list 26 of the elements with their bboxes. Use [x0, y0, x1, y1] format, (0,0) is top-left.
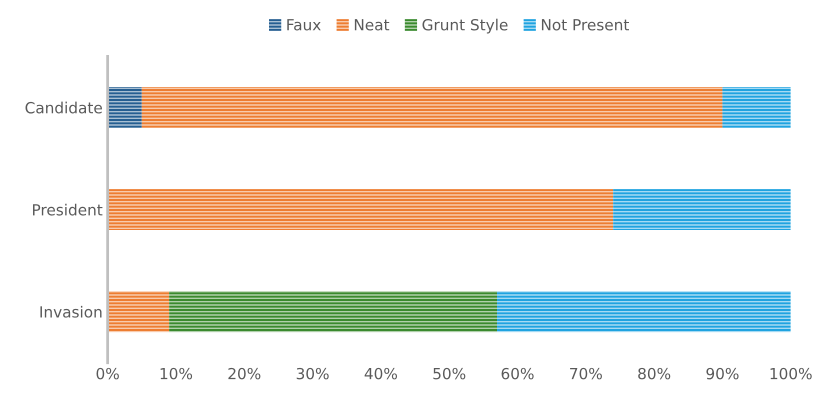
x-tick-label: 70% [570, 368, 602, 380]
x-tick-label: 60% [502, 368, 534, 380]
x-tick-label: 40% [364, 368, 398, 380]
x-tick-label: 50% [433, 368, 466, 380]
x-tick-label: 90% [706, 368, 739, 380]
bar [497, 291, 791, 332]
x-tick-label: 20% [228, 368, 260, 380]
legend-label: Grunt Style [422, 18, 508, 34]
bar [108, 87, 142, 128]
x-tick-label: 10% [160, 368, 192, 380]
y-tick-label: Candidate [26, 102, 102, 114]
legend-label: Not Present [542, 19, 630, 31]
x-tick-label: 30% [296, 368, 329, 380]
bar [722, 87, 791, 128]
x-tick-label: 100% [770, 368, 812, 380]
legend-label: Neat [354, 19, 390, 31]
x-tick-label: 80% [638, 368, 670, 380]
x-tick-label: 0% [96, 368, 119, 380]
bar [613, 189, 791, 230]
bar [142, 87, 722, 128]
y-tick-label: President [33, 204, 102, 216]
bar [108, 291, 170, 332]
y-tick-label: Invasion [40, 306, 102, 318]
legend-label: Faux [287, 19, 321, 31]
bar [169, 291, 498, 332]
bar [108, 189, 614, 230]
